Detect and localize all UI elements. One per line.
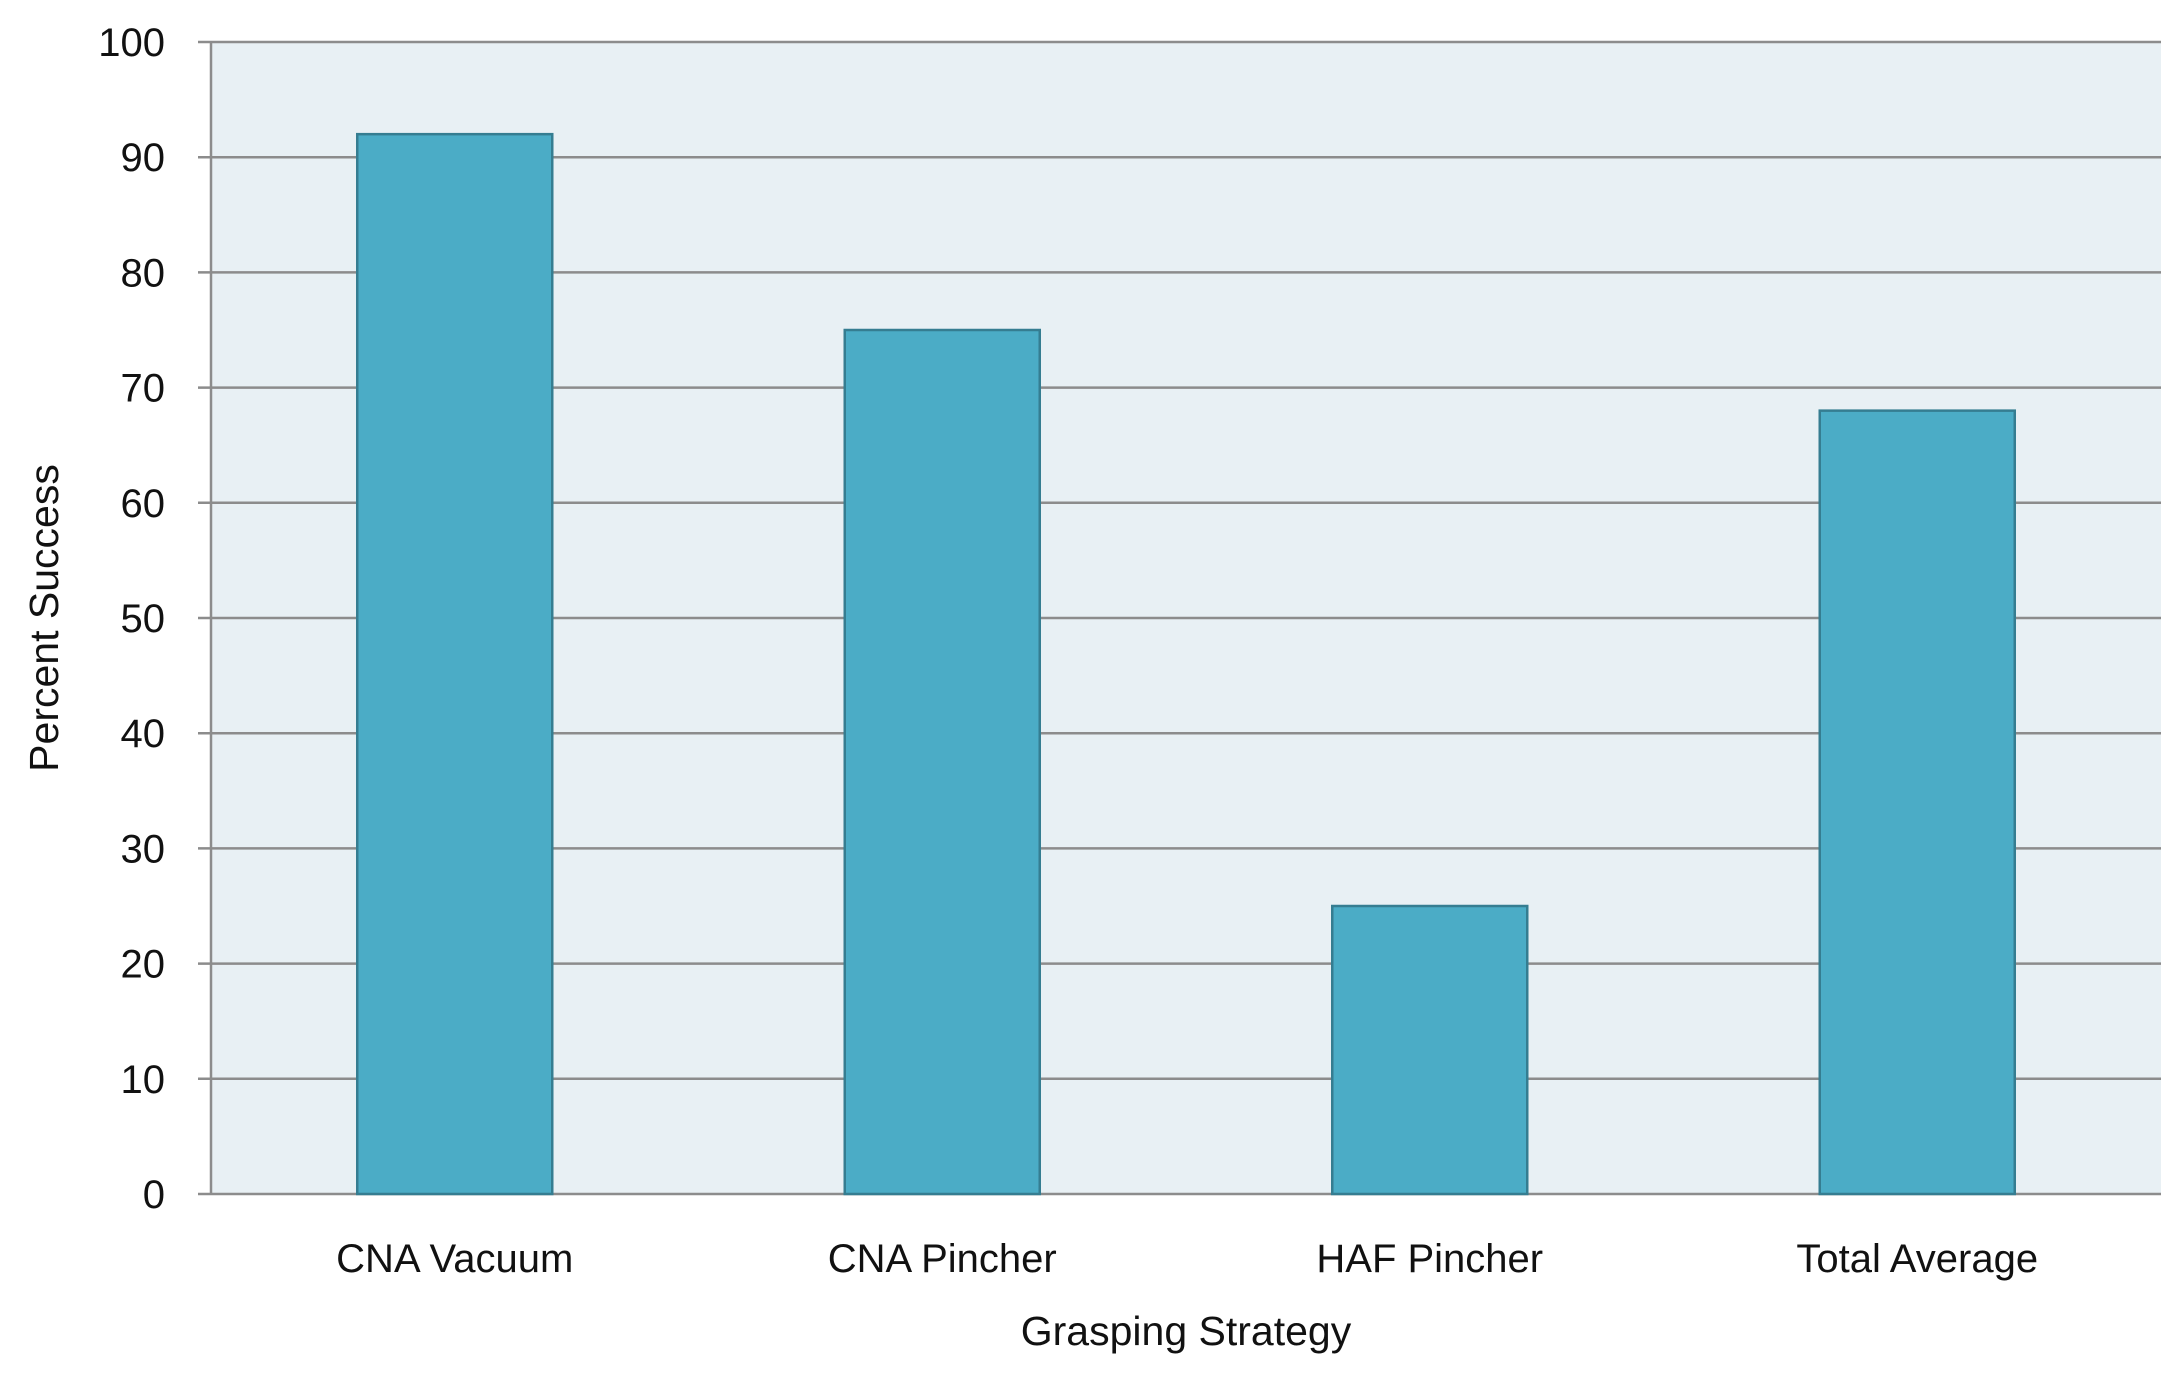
- x-tick-label: Total Average: [1796, 1237, 2038, 1281]
- y-tick-label: 70: [121, 367, 166, 411]
- x-tick-label: CNA Vacuum: [336, 1237, 573, 1281]
- bar-haf-pincher: [1331, 904, 1529, 1196]
- y-tick-label: 10: [121, 1058, 166, 1102]
- y-tick-label: 100: [98, 21, 165, 65]
- y-tick-label: 30: [121, 827, 166, 871]
- x-axis-label: Grasping Strategy: [1021, 1308, 1352, 1354]
- bar-cna-pincher: [843, 328, 1041, 1196]
- y-tick-label: 50: [121, 597, 166, 641]
- y-tick-label: 0: [143, 1173, 165, 1217]
- y-tick-label: 20: [121, 943, 166, 987]
- y-tick-label: 60: [121, 482, 166, 526]
- x-tick-label: CNA Pincher: [828, 1237, 1057, 1281]
- bar-total-average: [1818, 409, 2016, 1196]
- bar-cna-vacuum: [356, 132, 554, 1196]
- y-tick-label: 90: [121, 136, 166, 180]
- y-tick-label: 80: [121, 251, 166, 295]
- y-axis-label: Percent Success: [21, 464, 67, 772]
- y-tick-label: 40: [121, 712, 166, 756]
- x-tick-label: HAF Pincher: [1316, 1237, 1543, 1281]
